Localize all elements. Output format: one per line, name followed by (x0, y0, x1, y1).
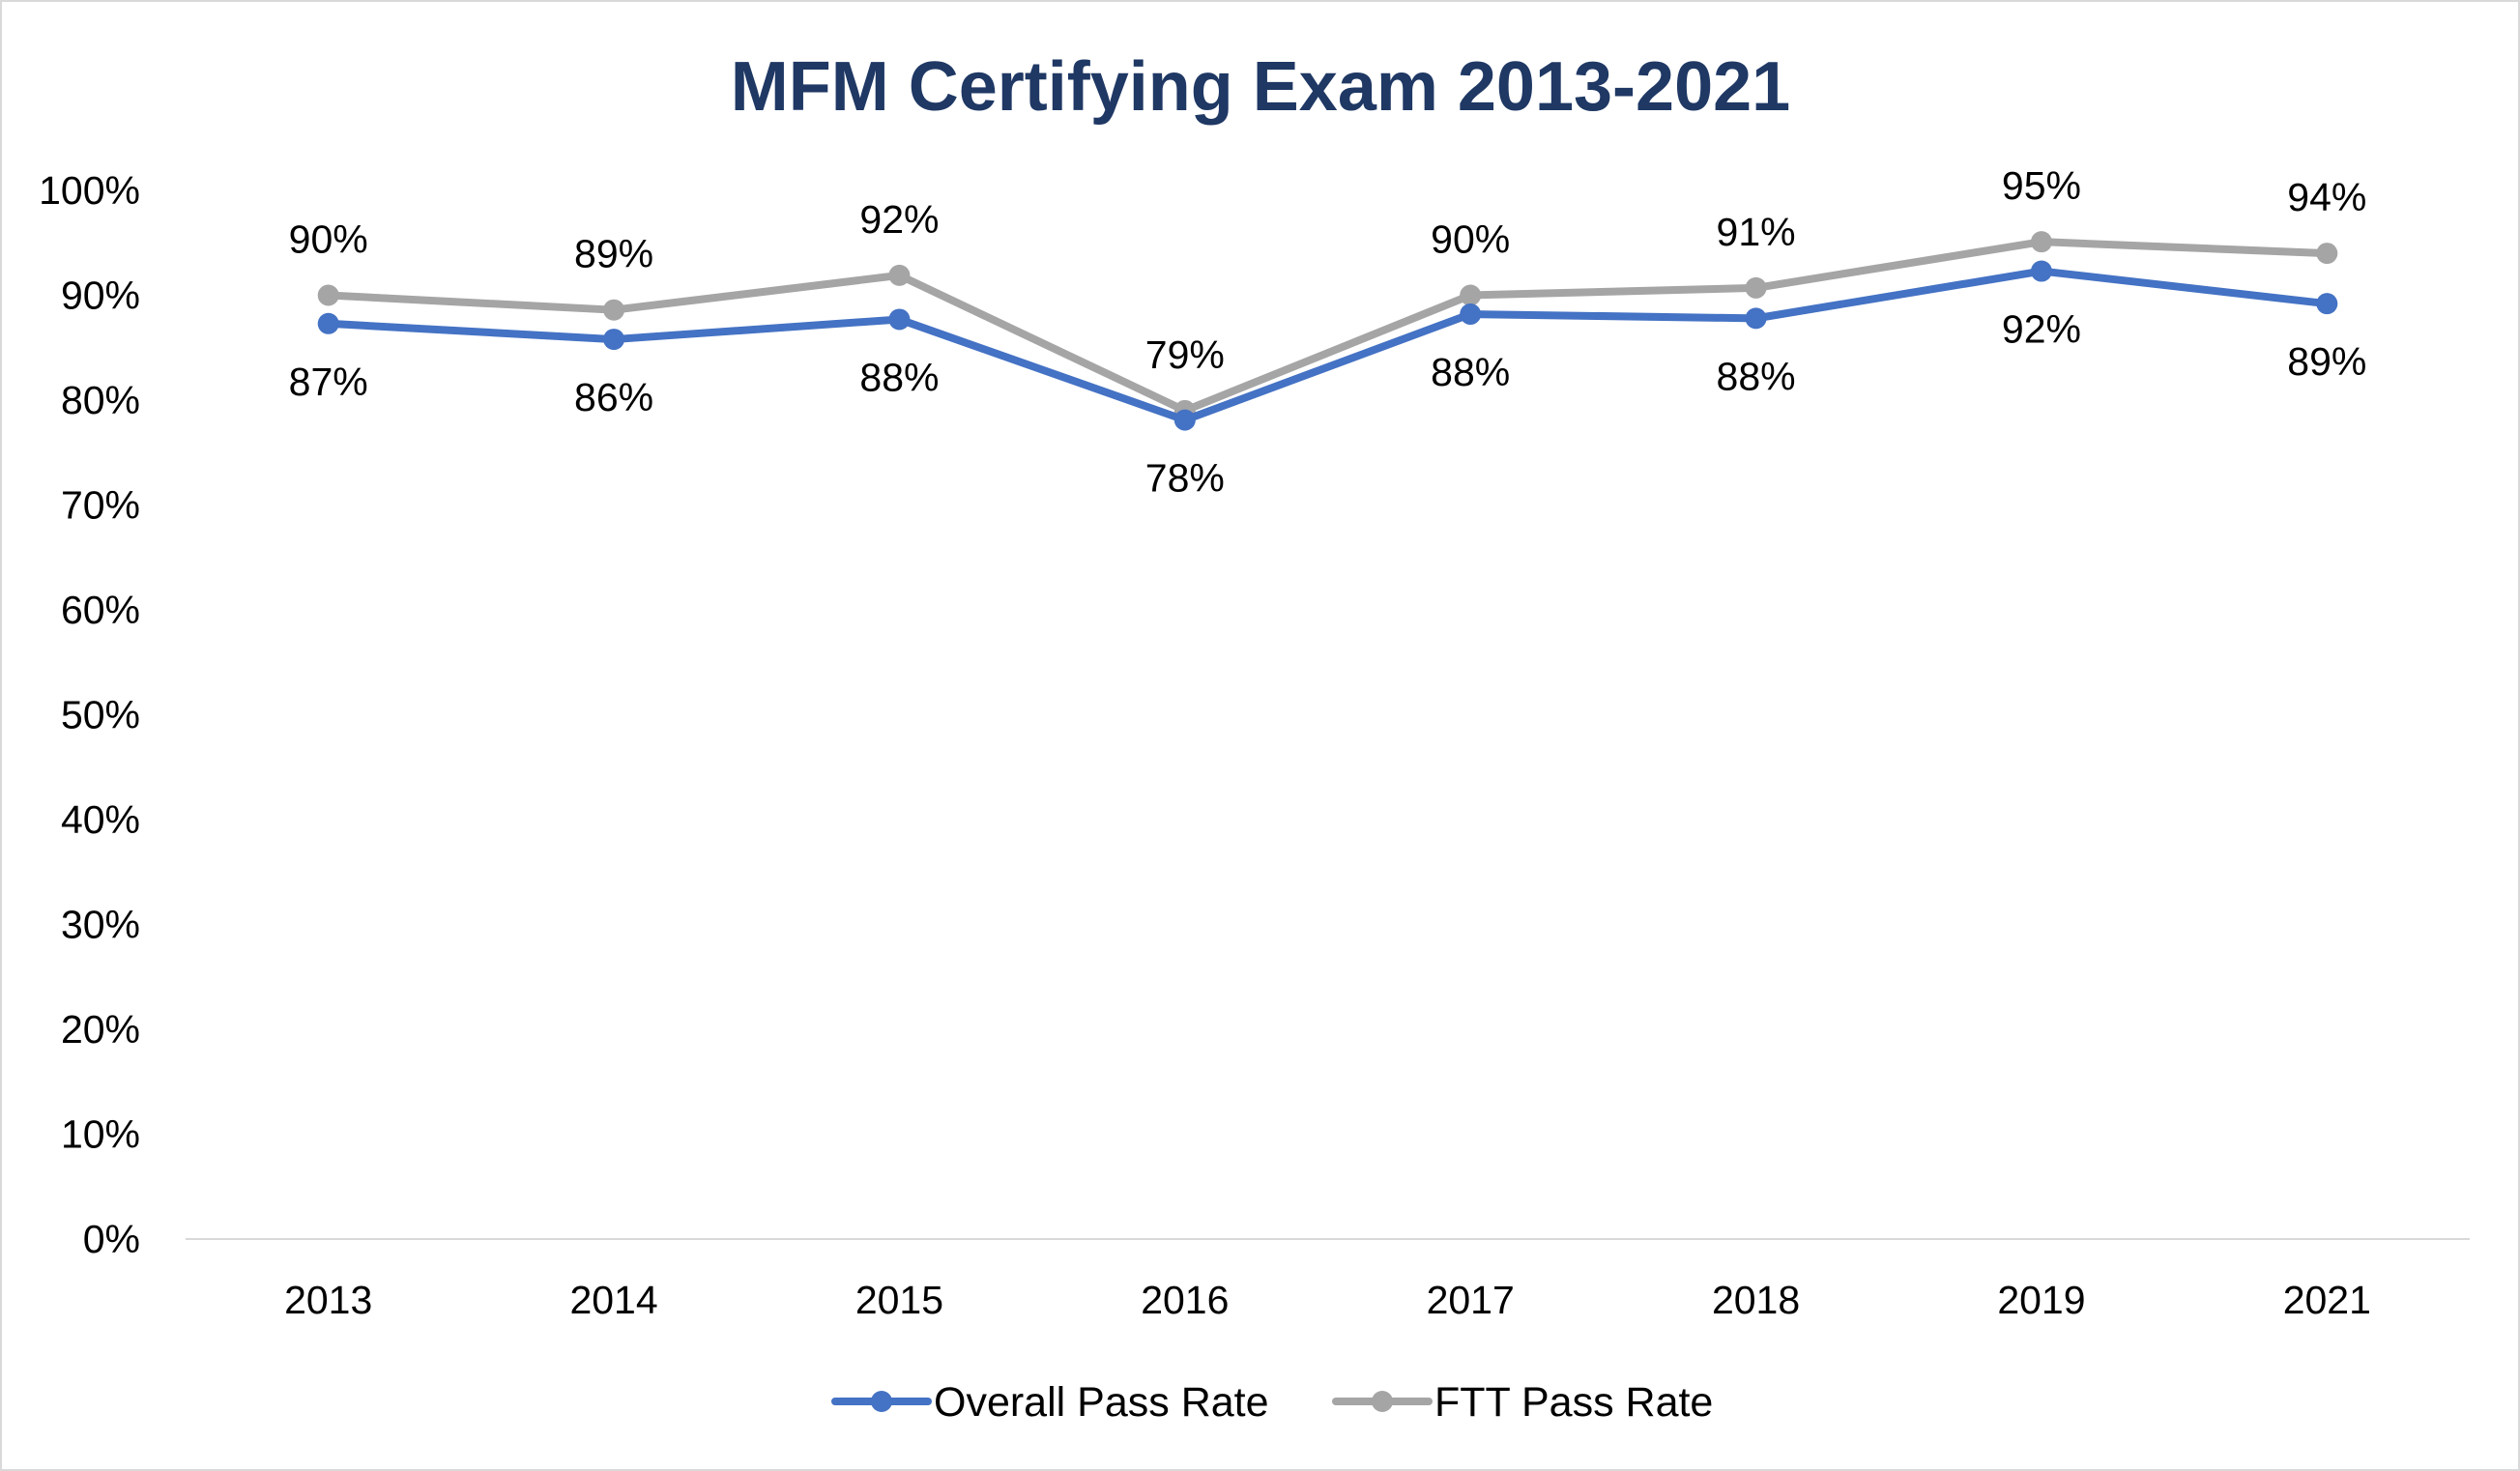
data-label: 88% (859, 355, 939, 399)
legend-item: FTT Pass Rate (1332, 1379, 1713, 1426)
data-point (317, 284, 339, 306)
series-layer (317, 231, 2338, 431)
data-point (2316, 243, 2338, 265)
series-overall-pass-rate (317, 260, 2338, 431)
data-label: 94% (2287, 175, 2366, 219)
y-tick-label: 20% (61, 1007, 140, 1052)
y-tick-label: 90% (61, 274, 140, 318)
x-tick-label: 2013 (284, 1278, 372, 1322)
data-label: 92% (859, 197, 939, 242)
data-label: 90% (289, 217, 368, 262)
data-point (1173, 409, 1196, 431)
series-line (324, 238, 2332, 415)
data-label: 88% (1717, 354, 1796, 398)
data-point (1460, 303, 1482, 326)
y-tick-label: 0% (83, 1217, 140, 1261)
x-tick-label: 2014 (569, 1278, 657, 1322)
data-point (1745, 276, 1767, 299)
data-label: 79% (1145, 332, 1225, 377)
x-tick-label: 2016 (1141, 1278, 1229, 1322)
legend-label: Overall Pass Rate (934, 1379, 1269, 1426)
data-label: 92% (2002, 307, 2081, 352)
x-tick-label: 2019 (1997, 1278, 2085, 1322)
data-label: 90% (1431, 217, 1510, 262)
data-point (888, 308, 911, 331)
y-tick-label: 50% (61, 693, 140, 737)
data-point (2030, 260, 2052, 282)
data-point (1745, 307, 1767, 330)
data-point (603, 329, 625, 351)
y-tick-label: 10% (61, 1112, 140, 1157)
y-axis: 0% 10% 20% 30% 40% 50% 60% 70% 80% 90% 100% (39, 168, 140, 1261)
data-labels: 87% 86% 88% 78% 88% 88% 92% 89% 90% 89% 92% 79% 90% 9… (289, 163, 2367, 500)
data-label: 88% (1431, 350, 1510, 394)
data-point (1460, 284, 1482, 306)
series-ftt-pass-rate (317, 231, 2338, 421)
x-tick-label: 2015 (855, 1278, 943, 1322)
x-tick-label: 2018 (1712, 1278, 1800, 1322)
y-tick-label: 100% (39, 168, 140, 213)
data-label: 89% (574, 232, 653, 276)
y-tick-label: 30% (61, 903, 140, 947)
legend-label: FTT Pass Rate (1434, 1379, 1713, 1426)
x-axis: 2013 2014 2015 2016 2017 2018 2019 2021 (186, 1238, 2470, 1322)
data-point (2316, 293, 2338, 315)
data-label: 95% (2002, 163, 2081, 208)
legend-item: Overall Pass Rate (831, 1379, 1269, 1426)
data-point (603, 299, 625, 321)
legend-marker (1372, 1391, 1393, 1412)
y-tick-label: 60% (61, 588, 140, 632)
legend: Overall Pass Rate FTT Pass Rate (831, 1379, 1713, 1426)
y-tick-label: 40% (61, 797, 140, 842)
chart-title: MFM Certifying Exam 2013-2021 (731, 48, 1790, 126)
data-point (317, 312, 339, 334)
data-label: 91% (1717, 210, 1796, 254)
data-point (2030, 231, 2052, 253)
data-label: 87% (289, 360, 368, 404)
data-label: 89% (2287, 339, 2366, 384)
legend-marker (871, 1391, 892, 1412)
x-tick-label: 2021 (2283, 1278, 2371, 1322)
x-tick-label: 2017 (1427, 1278, 1515, 1322)
series-line (324, 267, 2332, 424)
y-tick-label: 70% (61, 483, 140, 528)
data-point (888, 264, 911, 286)
data-label: 86% (574, 375, 653, 419)
y-tick-label: 80% (61, 378, 140, 422)
data-label: 78% (1145, 456, 1225, 501)
